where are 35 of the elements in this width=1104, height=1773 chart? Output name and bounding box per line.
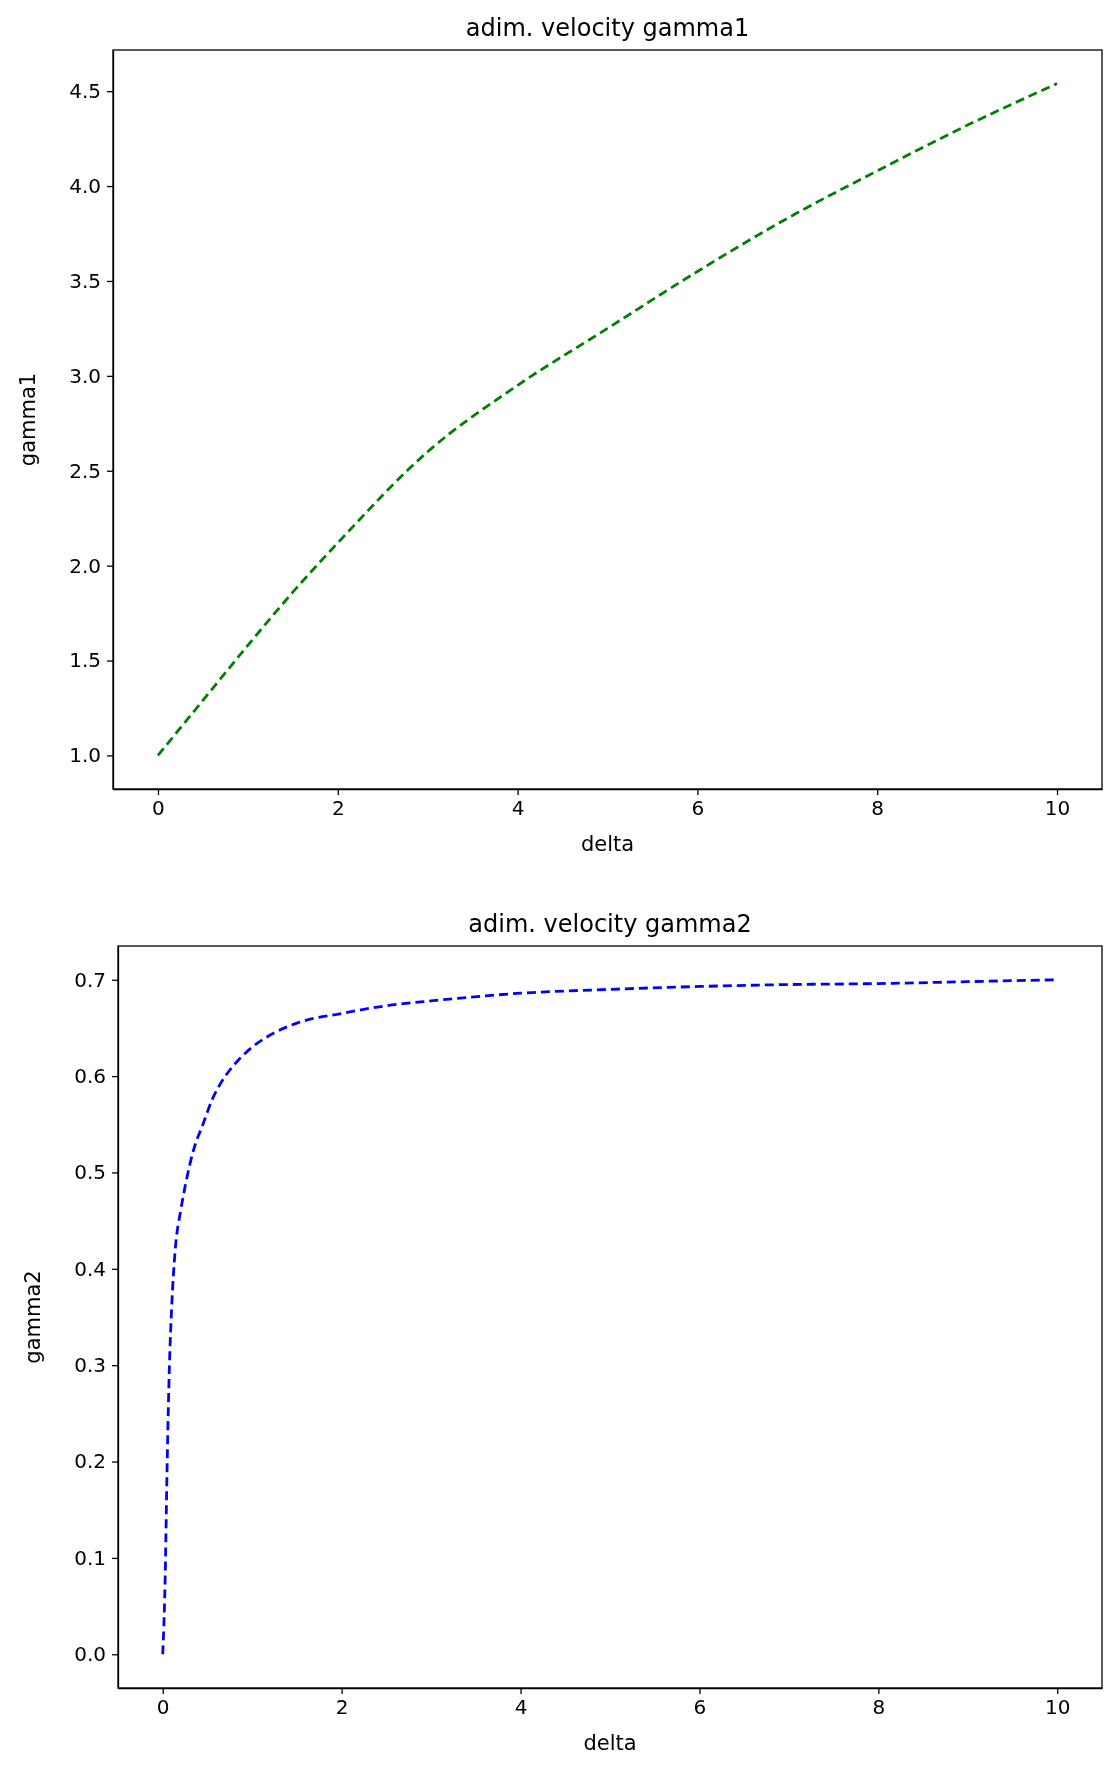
y-tick-label: 1.5 <box>69 648 101 673</box>
y-tick-label: 2.0 <box>69 553 101 578</box>
y-tick-label: 3.5 <box>69 268 101 293</box>
y-tick-label: 0.0 <box>74 1642 106 1667</box>
x-tick-label: 6 <box>691 796 705 821</box>
y-axis-title: gamma2 <box>21 1270 45 1364</box>
x-axis-title: delta <box>583 1731 637 1755</box>
y-tick-label: 0.1 <box>74 1545 106 1570</box>
x-tick-label: 6 <box>693 1695 707 1720</box>
x-axis-title: delta <box>580 832 635 856</box>
chart-title: adim. velocity gamma1 <box>465 14 750 42</box>
y-tick-label: 3.0 <box>69 363 101 388</box>
y-tick-label: 0.7 <box>74 967 106 992</box>
x-tick-label: 4 <box>511 796 525 821</box>
chart-title: adim. velocity gamma2 <box>468 910 752 938</box>
x-tick-label: 10 <box>1044 796 1071 821</box>
x-tick-label: 2 <box>335 1695 349 1720</box>
y-tick-label: 0.6 <box>74 1063 106 1088</box>
y-tick-label: 4.5 <box>69 79 101 104</box>
x-tick-label: 4 <box>514 1695 528 1720</box>
line-series <box>156 82 1059 757</box>
y-tick-label: 0.3 <box>74 1353 106 1378</box>
y-tick-label: 4.0 <box>69 173 101 198</box>
y-tick-label: 1.0 <box>69 743 101 768</box>
x-tick-label: 0 <box>156 1695 170 1720</box>
y-tick-label: 0.5 <box>74 1160 106 1185</box>
x-tick-label: 0 <box>152 796 165 821</box>
y-tick-label: 0.4 <box>74 1256 106 1281</box>
y-axis-title: gamma1 <box>16 372 40 467</box>
x-tick-label: 2 <box>331 796 345 821</box>
y-tick-label: 0.2 <box>74 1449 106 1474</box>
x-tick-label: 8 <box>872 1695 886 1720</box>
y-tick-label: 2.5 <box>69 458 101 483</box>
x-tick-label: 8 <box>871 796 885 821</box>
x-tick-label: 10 <box>1045 1695 1071 1720</box>
